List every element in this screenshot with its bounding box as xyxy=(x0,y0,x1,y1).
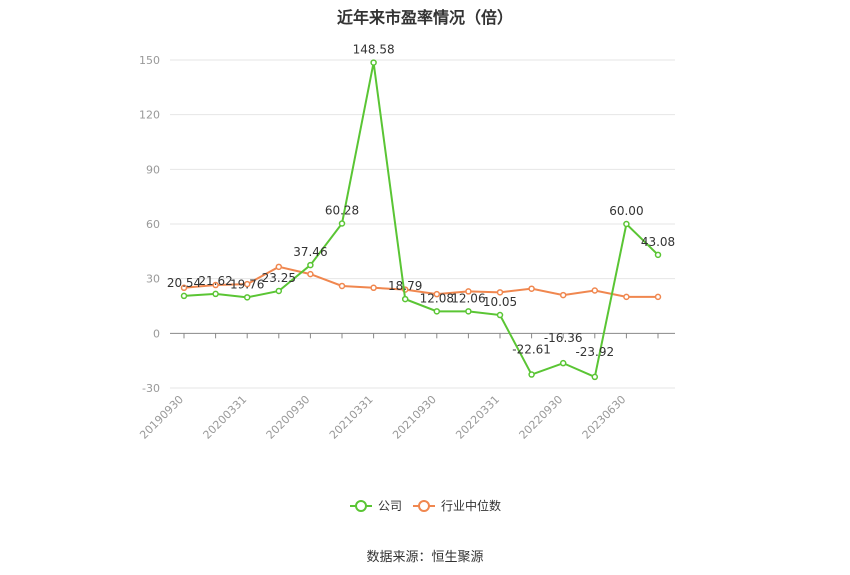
grid-lines xyxy=(170,59,675,389)
legend-marker xyxy=(418,500,430,512)
data-point xyxy=(496,289,504,296)
data-point xyxy=(591,287,599,294)
x-tick-label: 20200331 xyxy=(201,393,250,442)
data-label: 60.28 xyxy=(325,203,359,217)
data-label: 18.79 xyxy=(388,279,422,293)
data-point xyxy=(528,285,535,292)
data-point xyxy=(307,270,314,278)
series-line xyxy=(183,62,659,379)
x-tick-label: 20220930 xyxy=(517,393,566,442)
data-label: 148.58 xyxy=(353,43,395,57)
data-point xyxy=(243,280,251,288)
data-point xyxy=(401,286,409,293)
x-tick-label: 20210331 xyxy=(327,393,376,442)
data-label: 21.62 xyxy=(198,274,232,288)
data-label: 60.00 xyxy=(609,204,643,218)
y-tick-label: 30 xyxy=(146,273,160,286)
y-tick-label: 150 xyxy=(139,54,160,67)
data-label: 12.06 xyxy=(451,291,485,305)
x-tick-label: 20210930 xyxy=(390,393,439,442)
data-point xyxy=(433,290,441,298)
legend-marker xyxy=(355,500,367,512)
x-tick-label: 20220331 xyxy=(453,393,502,442)
data-point xyxy=(212,281,219,289)
data-point xyxy=(623,293,630,301)
data-point xyxy=(243,294,251,301)
y-tick-label: 60 xyxy=(146,218,160,231)
data-point xyxy=(654,251,662,259)
data-point xyxy=(433,308,441,315)
data-point xyxy=(180,292,188,300)
x-tick-label: 20200930 xyxy=(264,393,313,442)
data-label: 43.08 xyxy=(641,235,675,249)
data-point xyxy=(275,263,283,271)
data-source: 数据来源：恒生聚源 xyxy=(366,550,484,565)
data-label: 20.54 xyxy=(167,276,201,290)
y-tick-label: 120 xyxy=(139,109,160,122)
data-point xyxy=(370,284,377,292)
data-point xyxy=(307,261,314,269)
data-point xyxy=(559,359,567,367)
data-label: 23.25 xyxy=(262,271,296,285)
y-tick-label: -30 xyxy=(142,382,160,395)
legend-label: 行业中位数 xyxy=(441,498,501,513)
y-tick-label: 90 xyxy=(146,163,160,176)
series-lines xyxy=(180,59,662,381)
data-label: 12.08 xyxy=(420,291,454,305)
chart-title: 近年来市盈率情况（倍） xyxy=(336,8,513,27)
data-label: 19.76 xyxy=(230,277,264,291)
data-label: -23.92 xyxy=(575,345,614,359)
data-point xyxy=(623,220,630,228)
data-label: -22.61 xyxy=(512,343,551,357)
legend: 公司 行业中位数 xyxy=(350,498,501,513)
data-point xyxy=(465,308,472,315)
y-tick-label: 0 xyxy=(153,327,160,340)
data-label: 37.46 xyxy=(293,245,327,259)
data-label: -16.36 xyxy=(544,331,583,345)
data-point xyxy=(528,371,535,378)
data-point xyxy=(591,373,599,381)
data-point xyxy=(401,295,409,303)
data-point xyxy=(275,287,283,295)
data-point xyxy=(338,220,346,227)
data-label: 10.05 xyxy=(483,295,517,309)
data-point xyxy=(496,311,504,319)
data-point xyxy=(180,284,188,292)
axes: -30 0 30 60 90 120 150 20190930 20200331 20200930… xyxy=(137,54,675,442)
legend-label: 公司 xyxy=(378,499,402,513)
x-tick-label: 20190930 xyxy=(137,393,186,442)
x-tick-label: 20230630 xyxy=(580,393,629,442)
data-point xyxy=(559,291,567,299)
data-point xyxy=(370,59,377,66)
data-point xyxy=(338,282,346,290)
data-point xyxy=(465,288,472,295)
data-point xyxy=(212,290,219,298)
series-line xyxy=(183,265,658,298)
data-point xyxy=(654,293,662,301)
